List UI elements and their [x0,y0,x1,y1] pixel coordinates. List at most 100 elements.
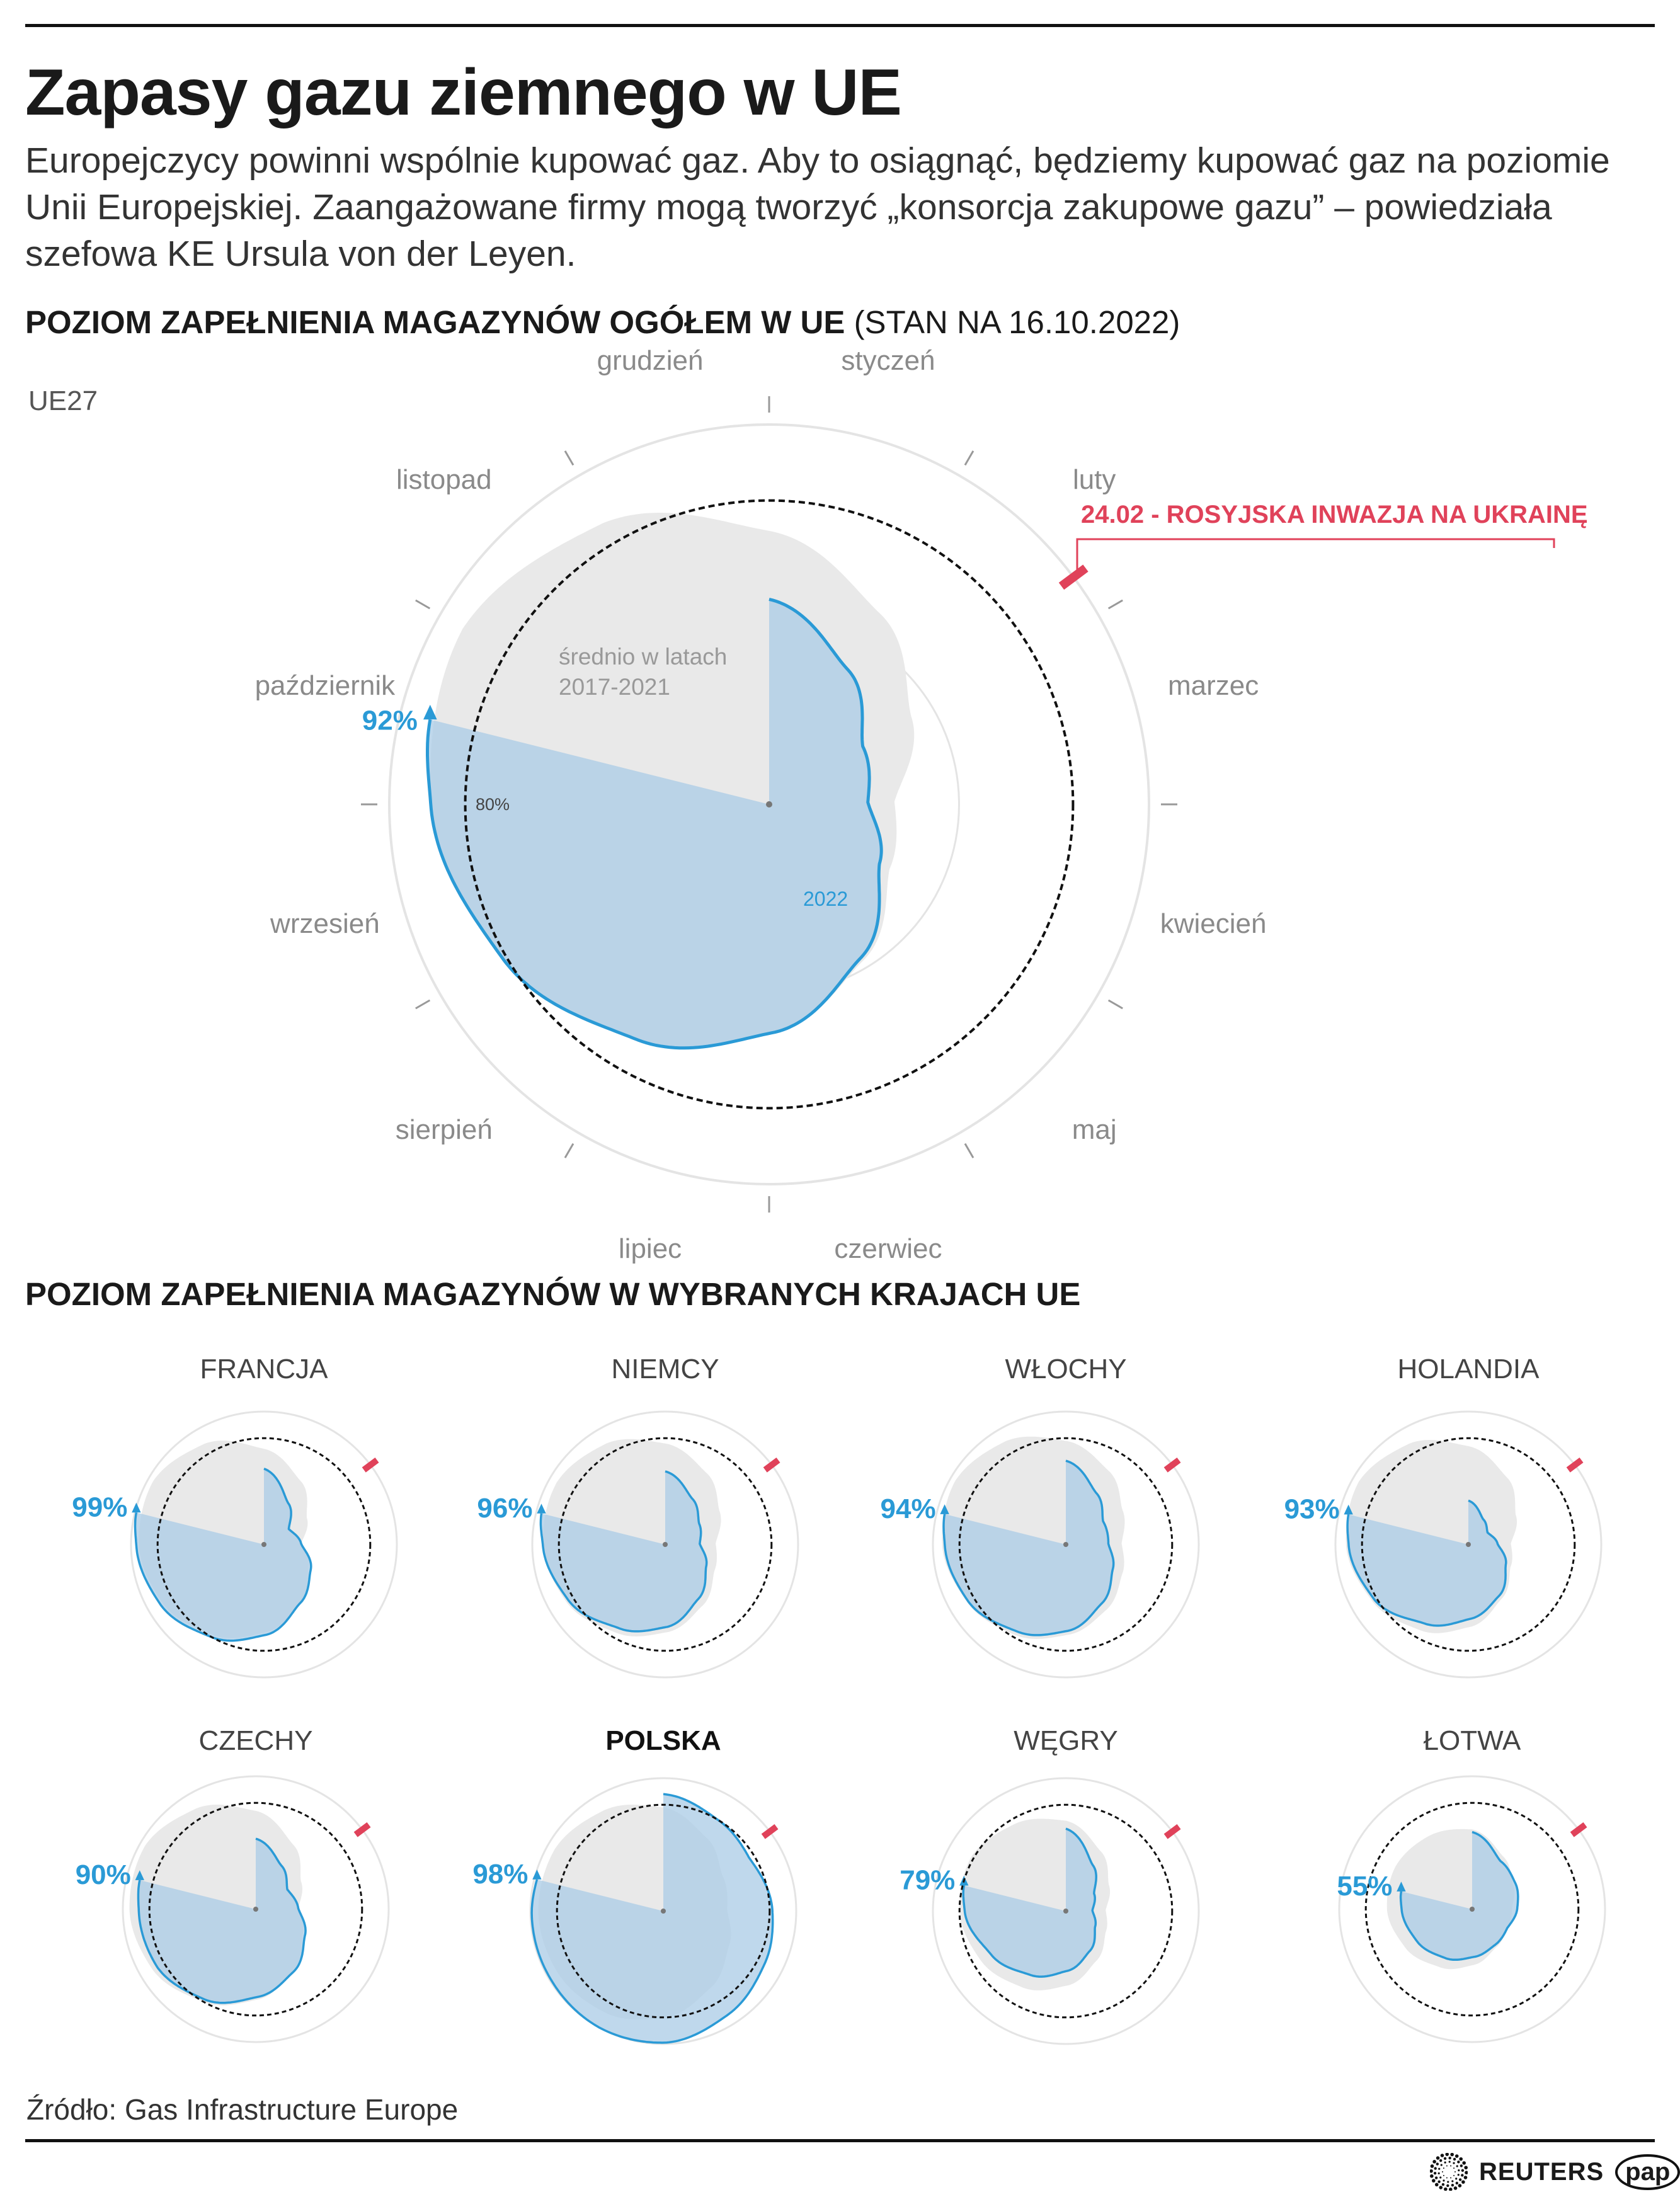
event-callout-line [1076,538,1555,576]
reuters-dot [1433,2171,1437,2175]
invasion-marker [1163,1458,1181,1473]
radial-chart-lotwa: 55% ŁOTWA [1337,1725,1606,2043]
country-label: FRANCJA [200,1354,329,1384]
reuters-logo-text: REUTERS [1479,2157,1604,2186]
month-label: maj [1072,1114,1117,1145]
reuters-dot [1461,2174,1464,2177]
reuters-dot [1432,2179,1436,2183]
subtitle: Europejczycy powinni wspólnie kupować ga… [25,140,1610,274]
month-label: marzec [1168,670,1259,701]
reuters-dot [1453,2157,1456,2161]
target-80-ring [1364,1801,1580,2017]
radial-chart-niemcy: 96% NIEMCY [477,1354,799,1679]
invasion-marker [1163,1824,1181,1839]
month-label: październik [255,670,396,701]
reuters-dot [1458,2178,1462,2181]
invasion-marker [763,1458,780,1473]
radial-chart-polska: 98% POLSKA [472,1725,797,2045]
reuters-dot [1453,2162,1455,2164]
series-2022-area [138,1839,306,2003]
logos: REUTERS pap [1430,2153,1680,2191]
invasion-marker [353,1822,371,1837]
reuters-dot [1430,2164,1434,2168]
reuters-dot [1459,2157,1463,2161]
ue27-label: UE27 [28,385,98,416]
center-dot [766,801,772,808]
target-80-ring [148,1801,363,2017]
target-80-ring [1361,1437,1576,1652]
reuters-dot [1440,2164,1443,2166]
reuters-dot [1430,2174,1434,2178]
center-dot [1470,1907,1475,1912]
reuters-dot [1450,2165,1452,2167]
series-end-arrow-icon [532,1869,542,1880]
reuters-dot [1454,2171,1456,2172]
month-label: wrzesień [270,908,380,939]
reuters-dot [1458,2184,1462,2188]
month-tick [964,450,974,466]
month-label: czerwiec [834,1233,942,1264]
country-label: POLSKA [605,1725,721,1756]
target-80-ring [156,1437,372,1652]
target-80-ring [958,1437,1174,1652]
outer-ring [932,1410,1200,1679]
series-2022-area [1400,1832,1518,1960]
reuters-dot [1434,2167,1437,2170]
reuters-dot [1463,2176,1468,2179]
reuters-dot [1434,2176,1438,2179]
series-2022-area [944,1461,1114,1635]
reuters-dot [1453,2167,1455,2169]
series-2022-area [427,599,882,1048]
series-end-arrow-icon [423,704,437,720]
series-end-arrow-icon [537,1504,546,1514]
series-2022-line [1346,1499,1507,1627]
invasion-marker [1566,1458,1584,1473]
series-end-arrow-icon [135,1870,144,1880]
average-label-line1: średnio w latach [559,644,727,670]
month-tick [964,1143,974,1158]
end-value-label: 99% [72,1492,127,1522]
country-label: WĘGRY [1014,1725,1117,1756]
reuters-dot [1440,2154,1444,2157]
series-2022-label: 2022 [803,888,848,910]
section-title-countries: POZIOM ZAPEŁNIENIA MAGAZYNÓW W WYBRANYCH… [25,1276,1081,1312]
center-dot [661,1909,666,1914]
section-title-eu: POZIOM ZAPEŁNIENIA MAGAZYNÓW OGÓŁEM W UE… [25,304,1180,341]
series-2022-area [963,1829,1097,1977]
series-2022-line [962,1827,1097,1978]
invasion-marker [761,1824,779,1839]
center-dot [663,1542,668,1547]
month-label: listopad [396,464,492,495]
reuters-dot [1453,2186,1458,2190]
reuters-dot [1439,2176,1442,2179]
reuters-dot [1444,2161,1446,2164]
reuters-dot [1446,2165,1448,2167]
bottom-rule [25,2139,1655,2142]
month-tick [1107,999,1123,1010]
country-label: CZECHY [199,1725,313,1756]
month-tick [564,1143,574,1158]
reuters-dot [1454,2154,1459,2158]
reuters-dot [1436,2156,1440,2160]
month-label: lipiec [619,1233,682,1264]
series-2022-line [539,1470,708,1633]
outer-ring [130,1410,398,1679]
end-value-label: 55% [1337,1871,1392,1902]
reuters-dot [1455,2178,1458,2180]
reuters-dot [1434,2183,1439,2187]
reuters-dot [1461,2180,1465,2184]
month-tick [564,450,574,466]
series-end-arrow-icon [940,1504,949,1514]
month-tick [415,999,431,1010]
reuters-dot [1430,2169,1433,2173]
reuters-dot [1464,2166,1468,2170]
reuters-dot [1446,2184,1449,2188]
target-80-ring [557,1437,773,1652]
end-value-label: 94% [881,1493,936,1524]
series-2022-line [1399,1830,1519,1961]
reuters-dot [1448,2156,1451,2160]
invasion-marker [1058,564,1089,590]
event-label: 24.02 - ROSYJSKA INWAZJA NA UKRAINĘ [1081,501,1588,528]
target-ring-label: 80% [476,795,510,814]
